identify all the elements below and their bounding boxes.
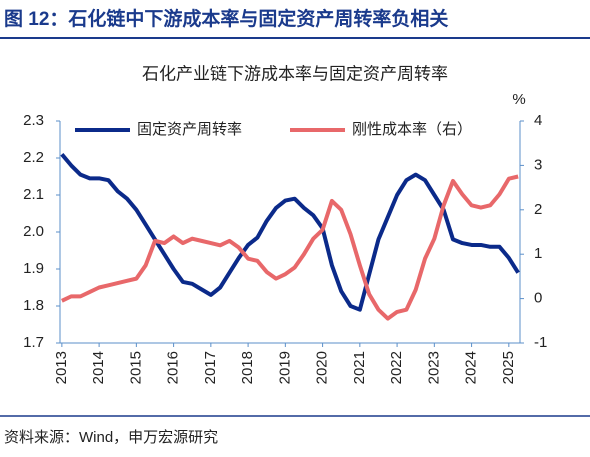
- series-line: [60, 174, 519, 321]
- series-line: [60, 153, 520, 312]
- y-tick-label: 1.7: [23, 334, 44, 351]
- x-tick-label: 2022: [388, 351, 405, 384]
- x-tick-label: 2017: [202, 351, 219, 384]
- y-tick-label: 2.2: [23, 149, 44, 166]
- y-tick-label: 2.1: [23, 186, 44, 203]
- x-tick-label: 2023: [425, 351, 442, 384]
- x-tick-label: 2015: [127, 351, 144, 384]
- y2-tick-label: 1: [534, 245, 542, 262]
- x-tick-label: 2019: [276, 351, 293, 384]
- y2-tick-label: -1: [534, 334, 547, 351]
- x-tick-label: 2025: [500, 351, 517, 384]
- figure-title: 图 12：石化链中下游成本率与固定资产周转率负相关: [4, 7, 448, 30]
- legend-label: 刚性成本率（右）: [352, 121, 472, 138]
- y2-unit: %: [512, 91, 525, 108]
- y2-tick-label: 0: [534, 290, 542, 307]
- x-tick-label: 2014: [90, 351, 107, 384]
- y-tick-label: 2.3: [23, 112, 44, 129]
- chart-title: 石化产业链下游成本率与固定资产周转率: [142, 64, 448, 83]
- y2-tick-label: 2: [534, 201, 542, 218]
- source-note: 资料来源：Wind，申万宏源研究: [4, 429, 218, 446]
- x-tick-label: 2016: [165, 351, 182, 384]
- x-tick-label: 2020: [314, 351, 331, 384]
- legend-label: 固定资产周转率: [137, 121, 242, 138]
- x-tick-label: 2024: [463, 351, 480, 384]
- y-tick-label: 1.9: [23, 260, 44, 277]
- y2-tick-label: 3: [534, 156, 542, 173]
- x-tick-label: 2013: [53, 351, 70, 384]
- y-tick-label: 2.0: [23, 223, 44, 240]
- x-tick-label: 2018: [239, 351, 256, 384]
- y-tick-label: 1.8: [23, 297, 44, 314]
- y2-tick-label: 4: [534, 112, 542, 129]
- x-tick-label: 2021: [351, 351, 368, 384]
